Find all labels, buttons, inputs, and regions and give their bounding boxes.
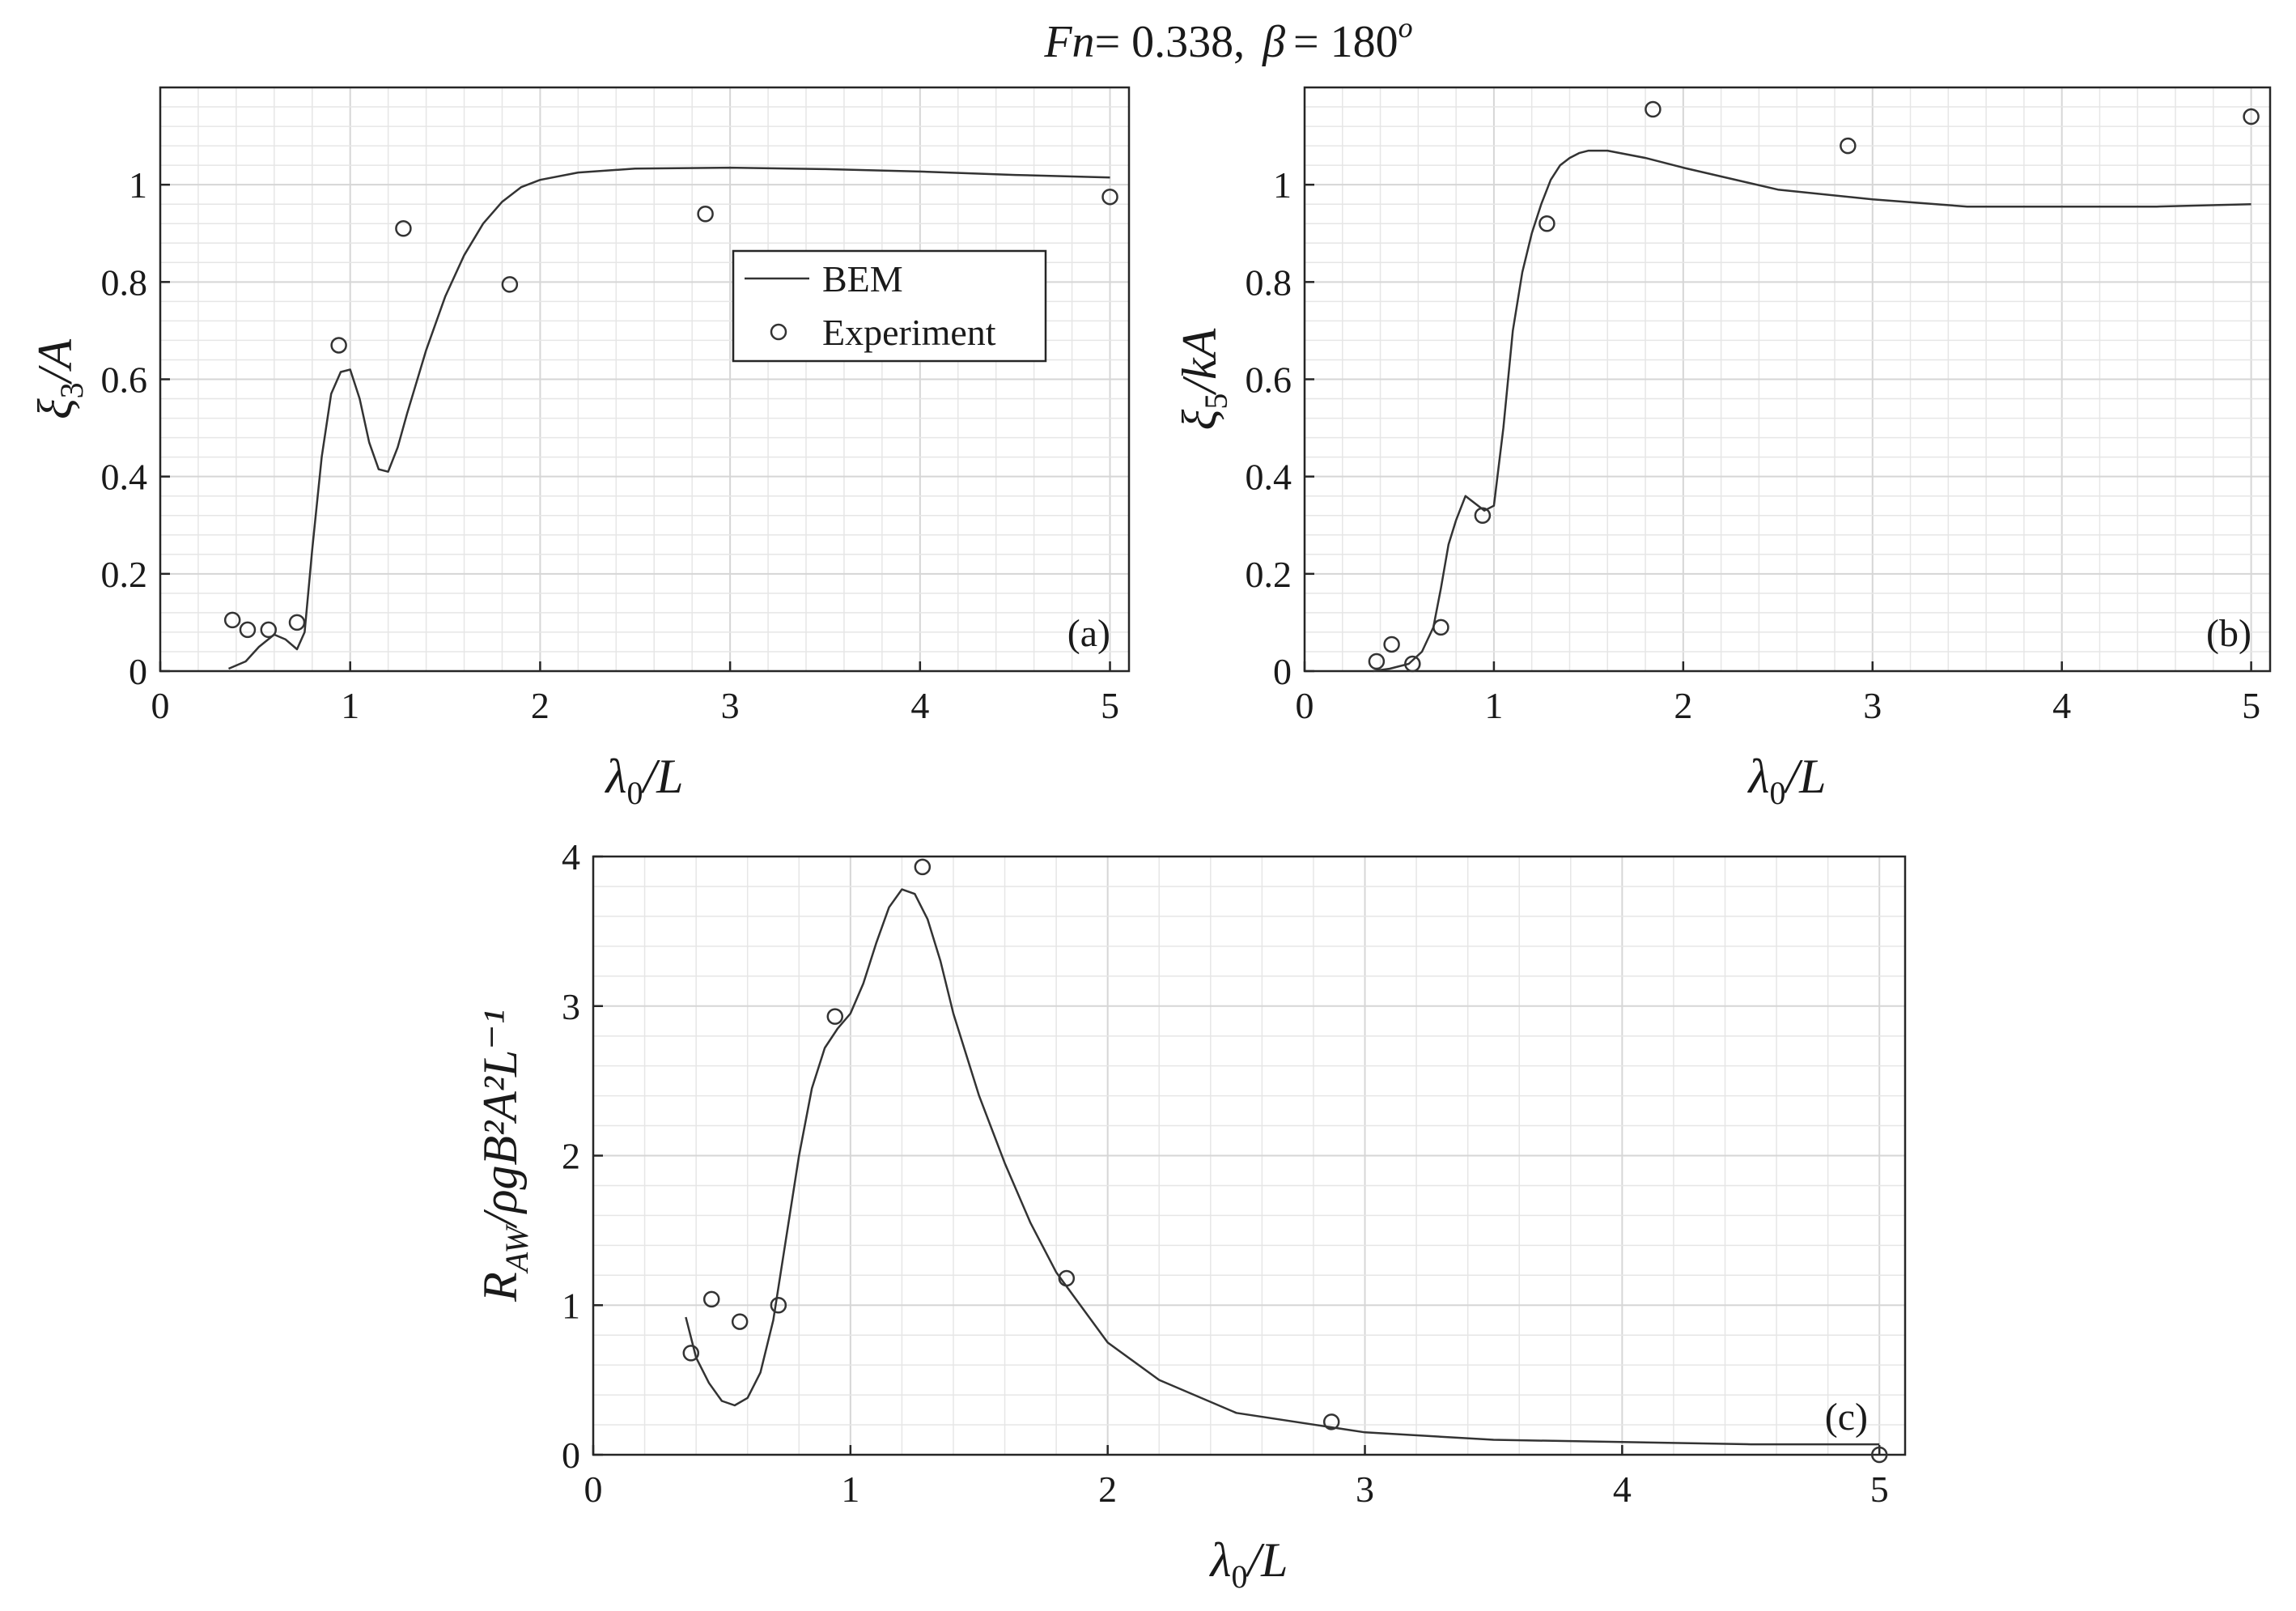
- x-tick-label: 3: [1863, 685, 1882, 726]
- legend-label-experiment: Experiment: [822, 312, 996, 353]
- experiment-point: [770, 1297, 787, 1314]
- experiment-point: [914, 858, 932, 876]
- experiment-point: [239, 621, 257, 639]
- experiment-point: [1101, 188, 1118, 206]
- experiment-point: [1322, 1413, 1340, 1430]
- beta-symbol: β: [1262, 17, 1285, 67]
- legend-box: [732, 249, 1047, 363]
- experiment-point: [1474, 507, 1492, 524]
- fn-value: = 0.338,: [1095, 17, 1246, 67]
- x-tick-label: 1: [341, 685, 359, 726]
- y-tick-label: 1: [1273, 164, 1292, 206]
- experiment-point: [501, 276, 519, 293]
- experiment-point: [702, 1290, 720, 1308]
- experiment-point: [1368, 652, 1386, 670]
- y-tick-label: 2: [562, 1136, 580, 1177]
- x-tick-label: 4: [1613, 1469, 1632, 1510]
- experiment-point: [1058, 1269, 1076, 1287]
- experiment-point: [1383, 635, 1400, 653]
- experiment-point: [1840, 137, 1857, 155]
- y-axis-label: ξ3/A: [28, 339, 90, 419]
- y-axis-label: RAW/ρgB²A²L⁻¹: [473, 1010, 535, 1303]
- experiment-point: [395, 219, 412, 237]
- chart-panel-b: 0 1 2 3 4 5 0 0.2 0.4 0.6 0.8 1 λ0/L ξ5/kA (b): [1173, 86, 2272, 811]
- x-tick-label: 3: [721, 685, 740, 726]
- beta-superscript: o: [1398, 11, 1413, 44]
- chart-panel-c: 0 1 2 3 4 5 0 1 2 3 4 λ0/L RAW/ρgB²A²L⁻¹ (c): [473, 836, 1907, 1595]
- y-tick-label: 0.6: [101, 359, 148, 401]
- y-tick-label: 0.2: [1246, 554, 1292, 595]
- y-tick-label: 4: [562, 836, 580, 878]
- y-axis-label: ξ5/kA: [1173, 328, 1234, 430]
- experiment-point: [682, 1345, 700, 1362]
- beta-value: = 180: [1293, 17, 1398, 67]
- y-tick-label: 0.8: [101, 261, 148, 303]
- x-tick-label: 4: [910, 685, 929, 726]
- y-tick-label: 0: [562, 1435, 580, 1476]
- x-tick-label: 0: [1296, 685, 1314, 726]
- x-tick-label: 1: [1484, 685, 1503, 726]
- series-line-bem: [685, 888, 1880, 1446]
- experiment-point: [731, 1313, 749, 1330]
- experiment-point: [826, 1008, 844, 1025]
- grid: [1305, 87, 2270, 671]
- y-tick-label: 0.4: [1246, 457, 1292, 498]
- x-tick-label: 0: [151, 685, 170, 726]
- experiment-point: [1645, 100, 1662, 118]
- experiment-point: [1870, 1446, 1888, 1464]
- fn-symbol: Fn: [1043, 17, 1094, 67]
- x-tick-label: 2: [1098, 1469, 1117, 1510]
- grid: [160, 87, 1129, 671]
- x-tick-label: 1: [841, 1469, 859, 1510]
- x-tick-label: 2: [531, 685, 550, 726]
- legend: BEM Experiment: [732, 249, 1047, 363]
- panel-tag: (c): [1825, 1396, 1868, 1439]
- y-tick-label: 0: [1273, 651, 1292, 692]
- figure-title: Fn= 0.338, β = 180o: [1043, 11, 1412, 67]
- x-tick-label: 5: [1870, 1469, 1889, 1510]
- x-tick-label: 5: [2242, 685, 2260, 726]
- y-tick-label: 0.2: [101, 554, 148, 595]
- experiment-point: [260, 621, 278, 639]
- x-tick-label: 5: [1101, 685, 1119, 726]
- y-tick-label: 1: [562, 1285, 580, 1326]
- experiment-point: [1538, 215, 1555, 232]
- experiment-point: [1432, 618, 1449, 636]
- panel-tag: (a): [1067, 612, 1110, 655]
- y-tick-label: 0.4: [101, 457, 148, 498]
- chart-panel-a: 0 1 2 3 4 5 0 0.2 0.4 0.6 0.8 1 λ0/L ξ3/A (a): [28, 86, 1131, 811]
- series-line-bem: [1373, 149, 2251, 673]
- experiment-point: [288, 614, 306, 631]
- experiment-point: [2243, 108, 2260, 125]
- experiment-point: [697, 205, 714, 223]
- experiment-point: [223, 611, 241, 629]
- experiment-point: [1404, 655, 1421, 673]
- legend-marker-swatch: [770, 323, 787, 341]
- x-axis-label: λ0/L: [1208, 1533, 1288, 1595]
- grid: [593, 857, 1905, 1455]
- panel-tag: (b): [2206, 612, 2251, 655]
- x-axis-label: λ0/L: [1746, 750, 1826, 811]
- y-tick-label: 3: [562, 986, 580, 1027]
- y-tick-label: 0.6: [1246, 359, 1292, 401]
- legend-label-bem: BEM: [822, 258, 903, 300]
- y-tick-label: 0.8: [1246, 261, 1292, 303]
- series-line-bem: [228, 166, 1110, 670]
- y-tick-label: 0: [129, 651, 147, 692]
- y-tick-label: 1: [129, 164, 147, 206]
- x-tick-label: 4: [2052, 685, 2071, 726]
- experiment-point: [330, 337, 347, 354]
- x-tick-label: 0: [584, 1469, 603, 1510]
- x-tick-label: 3: [1356, 1469, 1374, 1510]
- x-axis-label: λ0/L: [604, 750, 683, 811]
- x-tick-label: 2: [1674, 685, 1692, 726]
